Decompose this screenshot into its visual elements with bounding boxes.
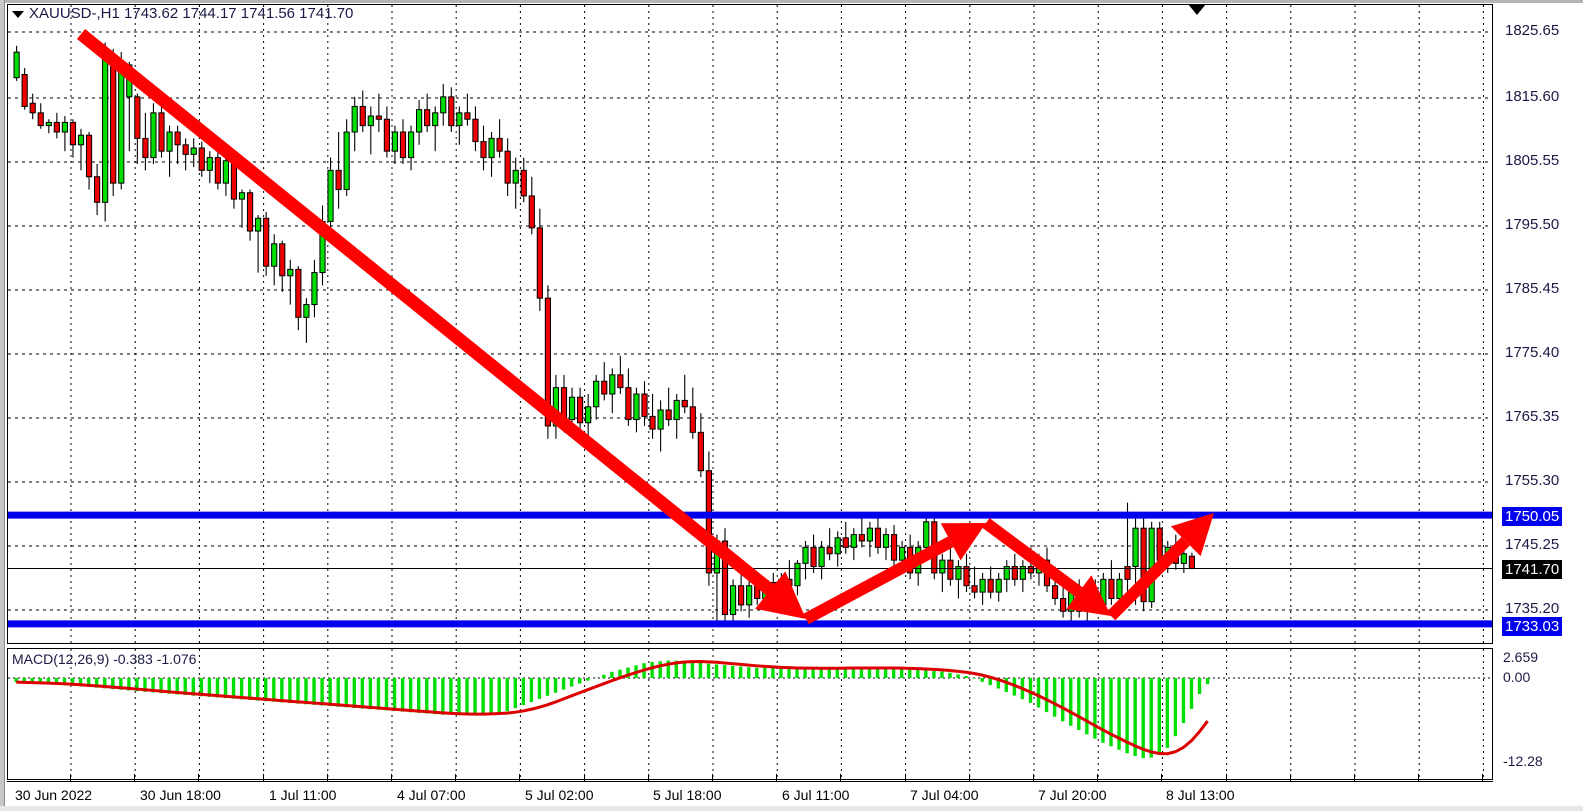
time-axis-tick: [262, 774, 264, 782]
time-axis-tick: [198, 774, 200, 782]
price-axis-label: 1805.55: [1505, 152, 1560, 169]
window-left-border-inner: [4, 0, 5, 811]
time-axis-label: 5 Jul 18:00: [653, 787, 722, 803]
price-axis[interactable]: 1825.65 1815.60 1805.55 1795.50 1785.45 1775.…: [1493, 4, 1583, 644]
macd-axis-label: 2.659: [1503, 649, 1539, 665]
time-axis-tick: [70, 774, 71, 782]
time-axis-tick: [968, 774, 970, 782]
time-axis-label: 8 Jul 13:00: [1166, 787, 1235, 803]
time-axis-tick: [904, 774, 906, 782]
price-axis-label: 1745.25: [1505, 536, 1560, 553]
price-chart-canvas: [8, 5, 1492, 643]
chart-title-text: XAUUSD-,H1 1743.62 1744.17 1741.56 1741.…: [29, 5, 354, 22]
time-axis-tick: [455, 774, 457, 782]
time-axis-tick: [840, 774, 842, 782]
resistance-level-badge[interactable]: 1750.05: [1502, 507, 1563, 526]
time-axis-tick: [1097, 774, 1099, 782]
time-axis-label: 7 Jul 04:00: [910, 787, 979, 803]
time-axis-tick: [1482, 774, 1484, 782]
time-axis-label: 4 Jul 07:00: [397, 787, 466, 803]
time-axis-tick: [326, 774, 328, 782]
triangle-down-icon[interactable]: [12, 10, 24, 18]
macd-chart-canvas: [8, 649, 1492, 779]
price-axis-label: 1775.40: [1505, 344, 1560, 361]
triangle-down-marker-icon: [1188, 4, 1206, 15]
price-axis-label: 1735.20: [1505, 600, 1560, 617]
macd-indicator-pane[interactable]: [7, 648, 1493, 780]
price-axis-label: 1755.30: [1505, 472, 1560, 489]
time-axis[interactable]: 30 Jun 2022 30 Jun 18:00 1 Jul 11:00 4 Jul …: [7, 774, 1493, 807]
time-axis-tick: [134, 774, 136, 782]
time-axis-tick: [1033, 774, 1034, 782]
price-axis-label: 1815.60: [1505, 88, 1560, 105]
time-axis-tick: [583, 774, 585, 782]
current-price-badge[interactable]: 1741.70: [1502, 560, 1563, 579]
time-axis-tick: [647, 774, 649, 782]
price-axis-label: 1795.50: [1505, 216, 1560, 233]
time-axis-tick: [1354, 774, 1355, 782]
time-axis-label: 6 Jul 11:00: [782, 787, 850, 803]
time-axis-tick: [391, 774, 392, 782]
time-axis-label: 5 Jul 02:00: [525, 787, 594, 803]
window-bottom-border: [0, 806, 1583, 811]
time-axis-label: 30 Jun 2022: [15, 787, 93, 803]
price-axis-label: 1765.35: [1505, 408, 1560, 425]
time-axis-tick: [1225, 774, 1227, 782]
window-top-border: [0, 0, 1583, 3]
time-axis-label: 30 Jun 18:00: [140, 787, 221, 803]
time-axis-tick: [776, 774, 778, 782]
time-axis-tick: [1161, 774, 1163, 782]
macd-axis: 2.659 0.00 -12.28: [1493, 648, 1583, 780]
price-axis-label: 1785.45: [1505, 280, 1560, 297]
price-chart-pane[interactable]: [7, 4, 1493, 644]
window-left-border: [0, 0, 4, 811]
time-axis-label: 1 Jul 11:00: [269, 787, 337, 803]
macd-axis-label: 0.00: [1503, 669, 1531, 685]
price-axis-label: 1825.65: [1505, 22, 1560, 39]
time-axis-tick: [712, 774, 713, 782]
time-axis-tick: [1418, 774, 1420, 782]
chart-title: XAUUSD-,H1 1743.62 1744.17 1741.56 1741.…: [12, 5, 353, 22]
support-level-badge[interactable]: 1733.03: [1502, 617, 1563, 636]
time-axis-label: 7 Jul 20:00: [1038, 787, 1107, 803]
macd-indicator-label: MACD(12,26,9) -0.383 -1.076: [12, 651, 197, 667]
time-axis-tick: [519, 774, 521, 782]
time-axis-tick: [1289, 774, 1291, 782]
macd-axis-label: -12.28: [1503, 753, 1543, 769]
